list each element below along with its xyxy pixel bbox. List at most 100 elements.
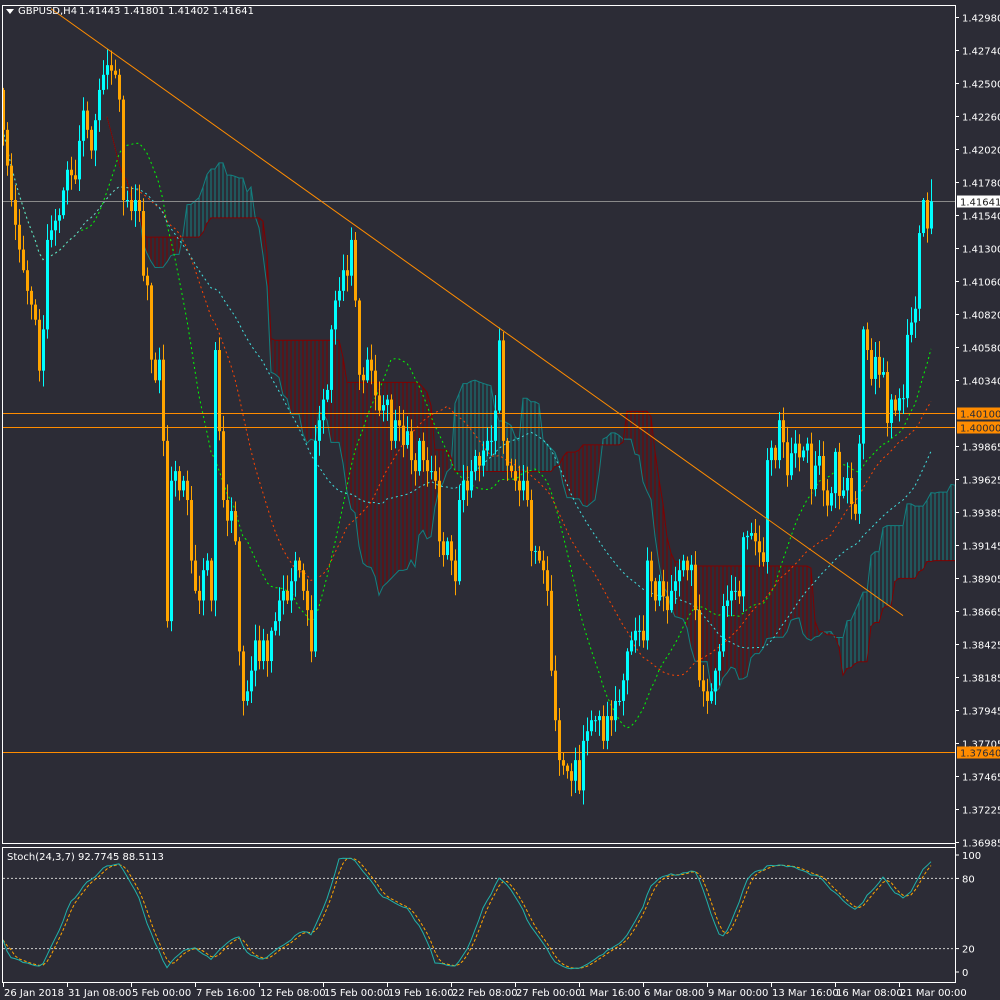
price-tick-label: 1.42020 [962,146,1000,157]
bull-candle [126,200,129,202]
price-tick-label: 1.42980 [962,14,1000,25]
bull-candle [634,630,637,641]
price-tick-label: 1.38425 [962,641,1000,652]
bull-candle [682,560,685,571]
time-tick-label: 15 Feb 00:00 [324,988,390,999]
bear-candle [138,200,141,212]
price-tick-label: 1.40340 [962,377,1000,388]
bear-candle [686,560,689,571]
stoch-signal-line [3,857,932,969]
bear-candle [226,500,229,521]
price-tick-label: 1.37465 [962,773,1000,784]
bull-candle [726,600,729,606]
bear-candle [86,110,89,130]
time-tick-label: 5 Feb 00:00 [132,988,191,999]
bull-candle [806,443,809,451]
bull-candle [78,140,81,180]
stochastic-lines [3,857,955,970]
bull-candle [534,550,537,552]
bear-candle [702,680,705,692]
bear-candle [926,200,929,229]
bear-candle [694,564,697,611]
bear-candle [110,65,113,71]
bear-candle [666,596,669,611]
bull-candle [498,340,501,411]
bear-candle [178,471,181,491]
price-tick-label: 1.36985 [962,839,1000,850]
ohlc-values: 1.41443 1.41801 1.41402 1.41641 [79,6,254,17]
time-tick-label: 31 Jan 08:00 [68,988,131,999]
bull-candle [54,220,57,231]
bear-candle [866,329,869,351]
bull-candle [62,190,65,216]
bull-candle [82,110,85,141]
bear-candle [554,670,557,721]
price-tick-label: 1.41780 [962,179,1000,190]
bull-candle [230,511,233,521]
bear-candle [18,224,21,250]
bear-candle [130,200,133,212]
bull-candle [746,535,749,538]
bull-candle [202,570,205,601]
bear-candle [242,651,245,701]
horizontal-levels[interactable] [3,201,955,753]
triangle-down-icon[interactable] [6,9,14,14]
bull-candle [722,605,725,652]
bear-candle [118,74,121,100]
bear-candle [870,350,873,379]
bull-candle [614,700,617,721]
ma-mid-line [3,129,932,676]
bull-candle [638,630,641,632]
candles [3,49,933,805]
bull-candle [862,329,865,444]
bear-candle [558,720,561,761]
bull-candle [902,398,905,400]
bear-candle [146,275,149,286]
bull-candle [814,465,817,490]
time-tick-label: 1 Mar 16:00 [580,988,640,999]
bear-candle [774,447,777,461]
bear-candle [358,300,361,375]
time-tick-label: 21 Mar 00:00 [900,988,967,999]
level-labels: 1.41641 1.40100 1.40000 1.37640 [957,195,1000,760]
bull-candle [282,590,285,601]
time-tick-label: 7 Feb 16:00 [196,988,255,999]
bull-candle [766,460,769,562]
bear-candle [642,630,645,641]
bull-candle [98,89,101,121]
bull-candle [182,480,185,491]
time-tick-label: 19 Feb 16:00 [388,988,454,999]
trendline[interactable] [50,8,904,617]
bull-candle [842,490,845,496]
bull-candle [710,691,713,701]
bear-candle [526,480,529,501]
bear-candle [402,425,405,445]
bear-candle [758,541,761,553]
stoch-axis: 100 80 20 0 [955,851,981,979]
bear-candle [370,359,373,371]
bear-candle [442,541,445,556]
bull-candle [386,399,389,406]
bull-candle [338,290,341,301]
time-tick-label: 16 Mar 08:00 [836,988,903,999]
bear-candle [434,471,437,481]
bear-candle [438,480,441,542]
bear-candle [38,319,41,371]
bear-candle [398,420,401,426]
bull-candle [922,200,925,234]
bear-candle [850,478,853,505]
bull-candle [418,440,421,472]
bull-candle [274,621,277,631]
bear-candle [114,70,117,75]
bear-candle [166,440,169,622]
bull-candle [750,533,753,536]
bull-candle [382,405,385,411]
bear-candle [662,581,665,597]
bear-candle [30,290,33,305]
bull-candle [250,670,253,692]
bear-candle [610,716,613,721]
bear-candle [258,640,261,662]
bull-candle [342,270,345,291]
bear-candle [510,465,513,472]
